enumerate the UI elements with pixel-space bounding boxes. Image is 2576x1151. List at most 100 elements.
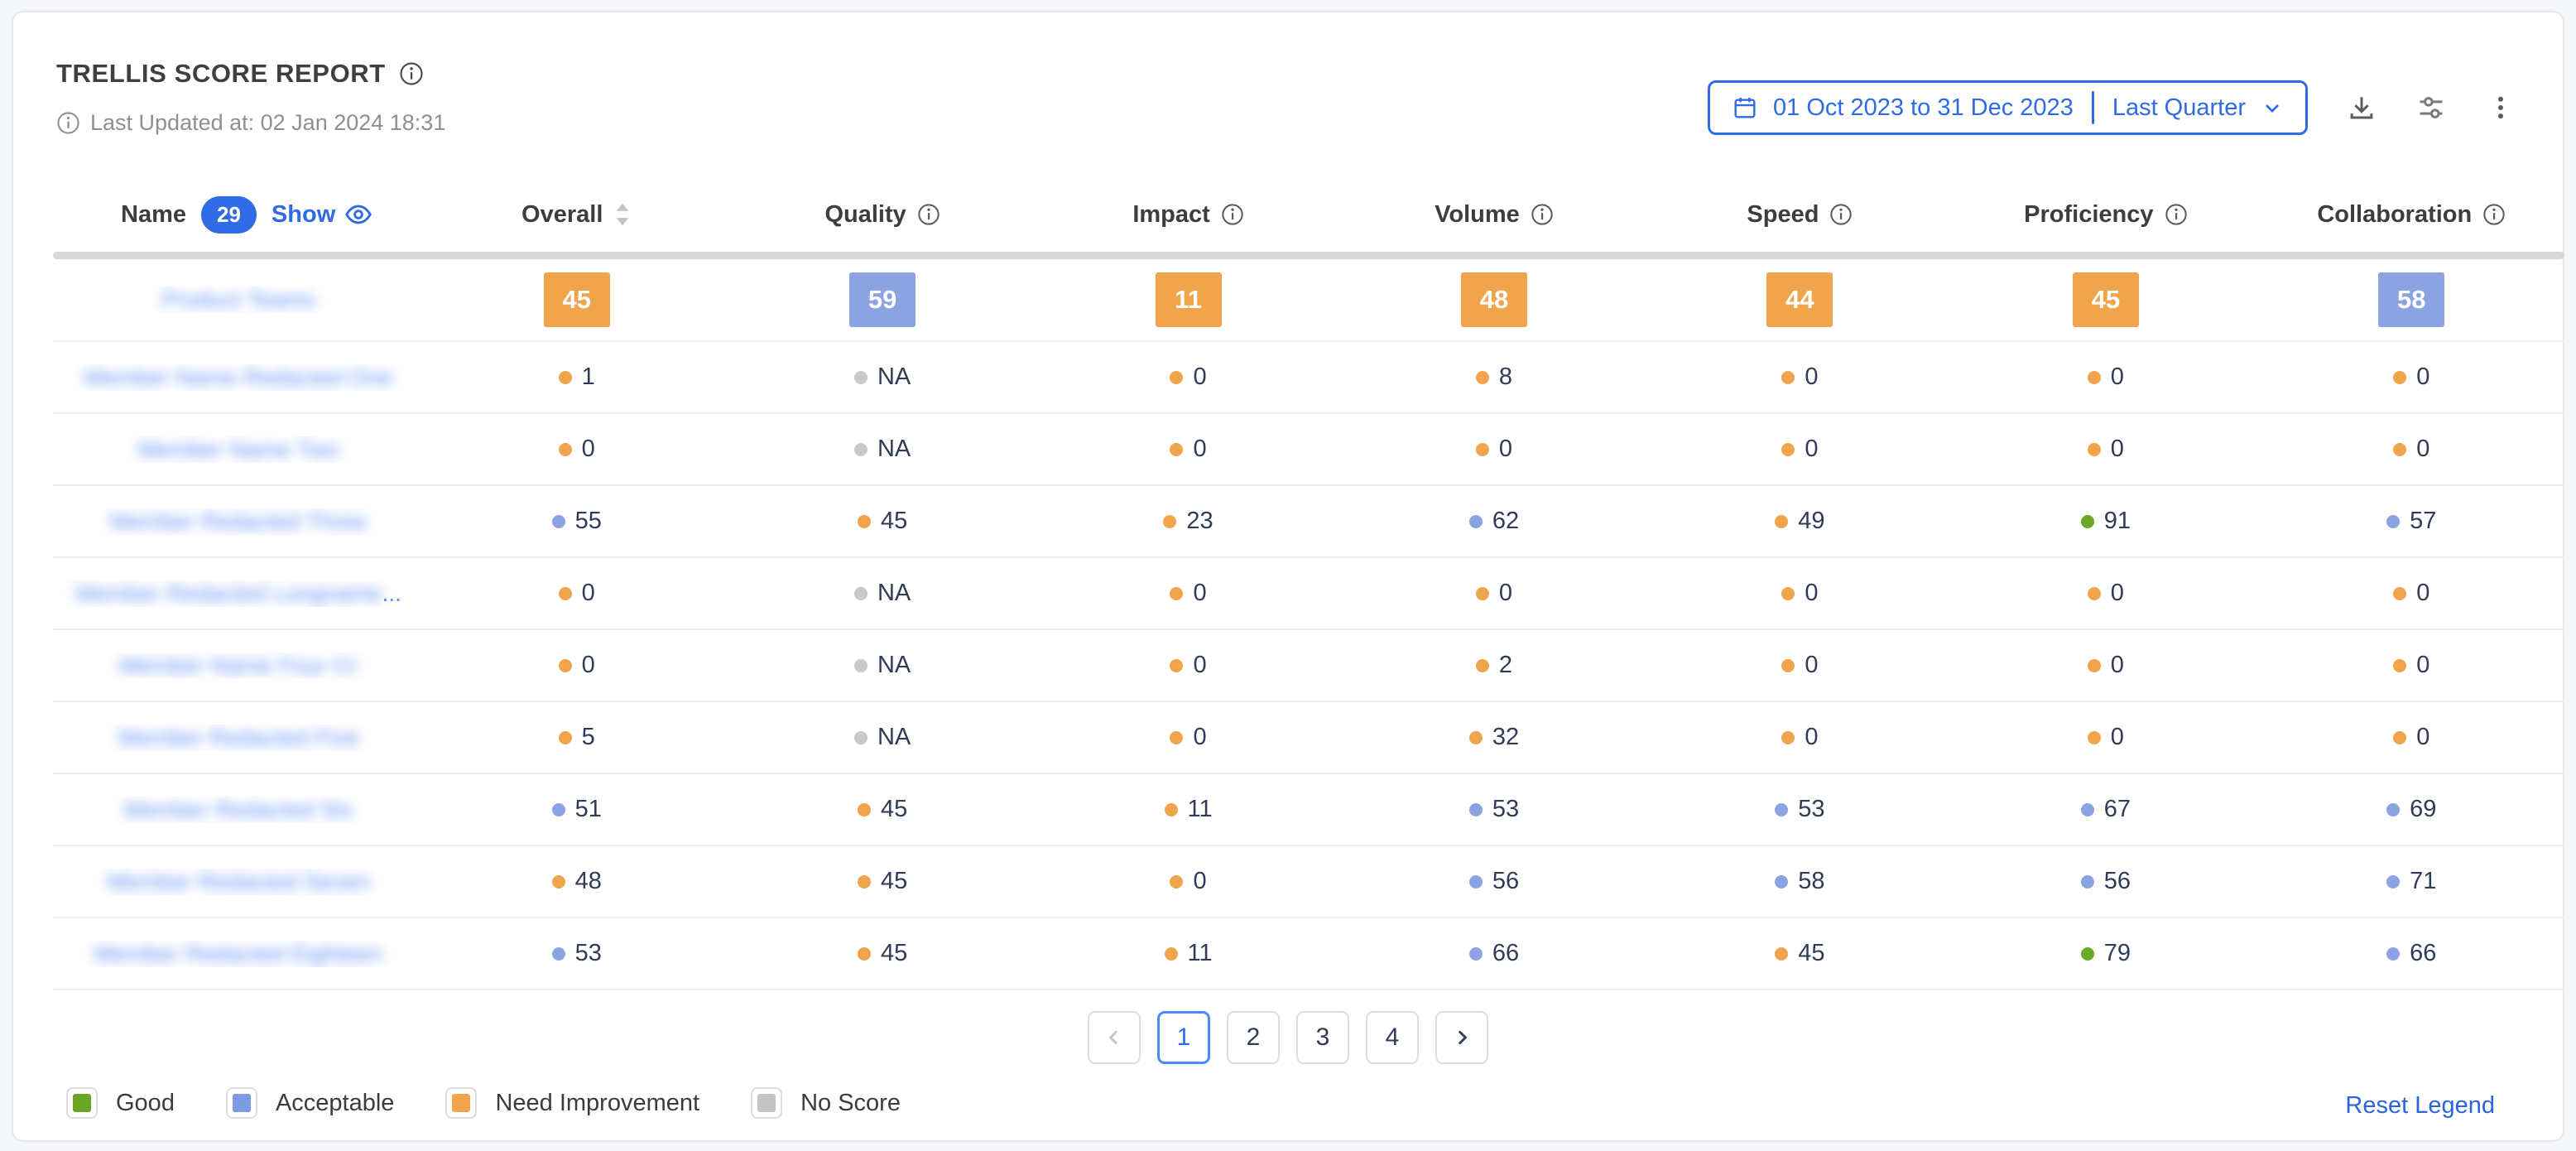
score-value: 53 — [1492, 796, 1520, 822]
score-value: 67 — [2103, 796, 2131, 822]
legend-item-good[interactable]: Good — [66, 1087, 175, 1119]
info-icon[interactable] — [1221, 203, 1244, 226]
legend-item-no-score[interactable]: No Score — [751, 1087, 901, 1119]
info-icon[interactable] — [1531, 203, 1554, 226]
score-cell: 58 — [1647, 868, 1953, 895]
column-header-proficiency[interactable]: Proficiency — [1953, 201, 2258, 229]
team-name-link[interactable]: Product Teams — [53, 287, 424, 313]
member-name-link[interactable]: Member Redacted Seven — [53, 869, 424, 895]
score-cell: 23 — [1036, 508, 1341, 535]
need-score-dot-icon — [558, 370, 572, 384]
member-name-link[interactable]: Member Name Redacted One — [53, 364, 424, 391]
need-score-dot-icon — [1170, 586, 1184, 600]
acceptable-score-dot-icon — [2386, 946, 2401, 961]
need-score-dot-icon — [2087, 370, 2101, 384]
score-value: 2 — [1498, 652, 1513, 678]
column-header-speed[interactable]: Speed — [1647, 201, 1953, 229]
widget-settings-button[interactable] — [2415, 92, 2447, 123]
need-score-dot-icon — [2393, 586, 2407, 600]
legend-label: Need Improvement — [495, 1089, 700, 1116]
score-value: 53 — [574, 940, 602, 966]
need-score-dot-icon — [551, 874, 565, 889]
member-name-blurred: Member Name Two — [137, 436, 339, 462]
score-cell: 0 — [1341, 436, 1646, 463]
info-icon[interactable] — [2165, 203, 2188, 226]
download-button[interactable] — [2346, 92, 2377, 123]
last-updated: Last Updated at: 02 Jan 2024 18:31 — [56, 110, 445, 136]
info-icon[interactable] — [917, 203, 940, 226]
column-header-volume[interactable]: Volume — [1341, 201, 1646, 229]
score-badge: 45 — [543, 272, 610, 327]
score-cell: 0 — [1953, 652, 2258, 679]
legend-item-acceptable[interactable]: Acceptable — [225, 1087, 394, 1119]
member-name-blurred: Member Redacted Longname — [75, 580, 382, 606]
legend-swatch-icon — [452, 1094, 471, 1112]
score-cell: 62 — [1341, 508, 1646, 535]
pagination-prev-button[interactable] — [1088, 1011, 1141, 1064]
score-value: 1 — [581, 364, 595, 390]
legend-item-need-improvement[interactable]: Need Improvement — [445, 1087, 699, 1119]
acceptable-score-dot-icon — [1468, 874, 1483, 889]
column-label: Speed — [1747, 200, 1819, 228]
score-cell: 0 — [1953, 580, 2258, 607]
score-cell: 0 — [1036, 436, 1341, 463]
member-name-blurred: Member Redacted Three — [109, 508, 368, 534]
good-score-dot-icon — [2080, 946, 2094, 961]
show-names-toggle[interactable]: Show — [272, 200, 373, 229]
pagination-page-4[interactable]: 4 — [1366, 1011, 1419, 1064]
member-name-link[interactable]: Member Redacted Five — [53, 725, 424, 751]
acceptable-score-dot-icon — [2386, 514, 2401, 528]
score-cell: 48 — [424, 868, 729, 895]
score-value: 71 — [2410, 868, 2437, 894]
column-header-collaboration[interactable]: Collaboration — [2259, 201, 2564, 229]
score-badge-cell: 45 — [1953, 272, 2258, 327]
pagination-page-3[interactable]: 3 — [1296, 1011, 1349, 1064]
score-badge: 11 — [1155, 272, 1222, 327]
member-name-link[interactable]: Member Name Two — [53, 436, 424, 463]
member-name-link[interactable]: Member Redacted Eighteen — [53, 941, 424, 967]
table-row: Member Redacted Six 51 45 11 53 53 67 69 — [53, 774, 2564, 846]
column-label: Overall — [521, 200, 603, 228]
member-name-link[interactable]: Member Redacted Longname... — [53, 580, 424, 607]
score-value: 45 — [881, 868, 908, 894]
need-score-dot-icon — [1775, 514, 1789, 528]
need-score-dot-icon — [558, 658, 572, 672]
score-cell: 0 — [1036, 868, 1341, 895]
title-info-icon[interactable] — [399, 61, 424, 86]
member-name-link[interactable]: Member Name Four Cr — [53, 653, 424, 679]
score-badge-cell: 11 — [1036, 272, 1341, 327]
score-value: NA — [877, 436, 911, 462]
chevron-right-icon — [1458, 1030, 1468, 1045]
more-options-button[interactable] — [2485, 92, 2516, 123]
show-label: Show — [271, 200, 336, 228]
score-cell: 0 — [1647, 436, 1953, 463]
score-badge: 48 — [1460, 272, 1527, 327]
column-header-impact[interactable]: Impact — [1036, 201, 1341, 229]
score-cell: 53 — [1647, 796, 1953, 823]
score-cell: 0 — [1647, 364, 1953, 391]
info-icon[interactable] — [1829, 203, 1853, 226]
column-header-overall[interactable]: Overall — [424, 201, 729, 229]
score-value: 0 — [2416, 436, 2430, 462]
pagination-next-button[interactable] — [1435, 1011, 1488, 1064]
score-value: 45 — [1798, 940, 1825, 966]
sort-carets-icon[interactable] — [613, 201, 632, 228]
info-icon[interactable] — [2482, 203, 2506, 226]
pagination-page-2[interactable]: 2 — [1227, 1011, 1280, 1064]
member-name-link[interactable]: Member Redacted Three — [53, 508, 424, 535]
score-value: 8 — [1498, 364, 1513, 390]
member-name-blurred: Member Redacted Six — [123, 796, 353, 822]
table-row-team: Product Teams 45 59 11 48 44 45 58 — [53, 259, 2564, 342]
reset-legend-link[interactable]: Reset Legend — [2345, 1092, 2495, 1119]
member-name-link[interactable]: Member Redacted Six — [53, 797, 424, 823]
score-value: 56 — [1492, 868, 1520, 894]
date-range-picker[interactable]: 01 Oct 2023 to 31 Dec 2023 Last Quarter — [1708, 80, 2308, 135]
column-header-quality[interactable]: Quality — [729, 201, 1035, 229]
score-value: 0 — [2110, 436, 2124, 462]
pagination-page-1[interactable]: 1 — [1157, 1011, 1210, 1064]
need-score-dot-icon — [1170, 370, 1184, 384]
score-cell: 45 — [1647, 940, 1953, 967]
score-cell: 55 — [424, 508, 729, 535]
table-row: Member Redacted Longname... 0 NA 0 0 0 0 0 — [53, 558, 2564, 630]
legend-label: No Score — [800, 1089, 901, 1116]
